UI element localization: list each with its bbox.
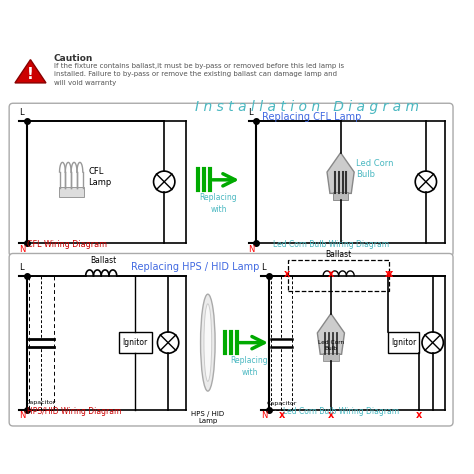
FancyBboxPatch shape (9, 254, 453, 426)
Text: Replacing
with: Replacing with (200, 193, 237, 214)
Circle shape (154, 171, 175, 192)
Bar (288, 260, 389, 292)
Text: L: L (19, 108, 23, 117)
Text: N: N (19, 245, 25, 254)
Text: Led Corn Bulb Wiring Diagram: Led Corn Bulb Wiring Diagram (283, 407, 399, 416)
Text: CFL Wiring Diagram: CFL Wiring Diagram (27, 240, 107, 249)
Text: Ignitor: Ignitor (122, 338, 148, 347)
Bar (388, 332, 419, 353)
Ellipse shape (204, 304, 212, 382)
Text: Ballast: Ballast (90, 256, 116, 265)
Text: x: x (387, 269, 393, 279)
Polygon shape (317, 314, 345, 354)
Circle shape (157, 332, 179, 353)
Text: Ignitor: Ignitor (391, 338, 416, 347)
Text: N: N (19, 411, 25, 420)
Text: Replacing
with: Replacing with (231, 356, 268, 377)
Text: Led Corn Bulb Wiring Diagram: Led Corn Bulb Wiring Diagram (273, 240, 389, 249)
Circle shape (422, 332, 443, 353)
Text: Capacitor: Capacitor (266, 401, 297, 406)
Text: I n s t a l l a t i o n   D i a g r a m: I n s t a l l a t i o n D i a g r a m (195, 100, 419, 114)
Text: Replacing CFL Lamp: Replacing CFL Lamp (262, 112, 361, 122)
Text: x: x (278, 410, 284, 420)
Bar (118, 332, 152, 353)
Text: Caution: Caution (54, 54, 93, 63)
Text: x: x (385, 269, 391, 279)
Ellipse shape (201, 294, 215, 391)
Text: !: ! (27, 67, 34, 82)
FancyBboxPatch shape (9, 103, 453, 256)
Bar (323, 353, 338, 361)
Text: Capacitor: Capacitor (26, 400, 56, 405)
Text: x: x (284, 269, 291, 279)
Text: If the fixture contains ballast,it must be by-pass or removed before this led la: If the fixture contains ballast,it must … (54, 63, 344, 85)
Text: Replacing HPS / HID Lamp: Replacing HPS / HID Lamp (131, 262, 259, 272)
Text: x: x (328, 269, 334, 279)
Text: x: x (328, 410, 334, 420)
Text: Led Corn
Bulb: Led Corn Bulb (318, 340, 344, 351)
Text: L: L (19, 263, 23, 272)
Text: HPS/HID Wiring Diagram: HPS/HID Wiring Diagram (27, 407, 121, 416)
Text: Led Corn
Bulb: Led Corn Bulb (356, 159, 393, 179)
Text: N: N (248, 245, 255, 254)
Polygon shape (15, 60, 46, 83)
Text: CFL
Lamp: CFL Lamp (89, 167, 112, 187)
Text: Ballast: Ballast (326, 250, 352, 259)
Text: L: L (261, 263, 266, 272)
Circle shape (415, 171, 437, 192)
Text: N: N (261, 411, 267, 420)
Bar (59, 187, 84, 197)
Text: L: L (248, 108, 253, 117)
Text: HPS / HID
Lamp: HPS / HID Lamp (191, 411, 224, 424)
Text: x: x (416, 410, 422, 420)
Bar (333, 192, 348, 200)
Polygon shape (327, 153, 354, 193)
